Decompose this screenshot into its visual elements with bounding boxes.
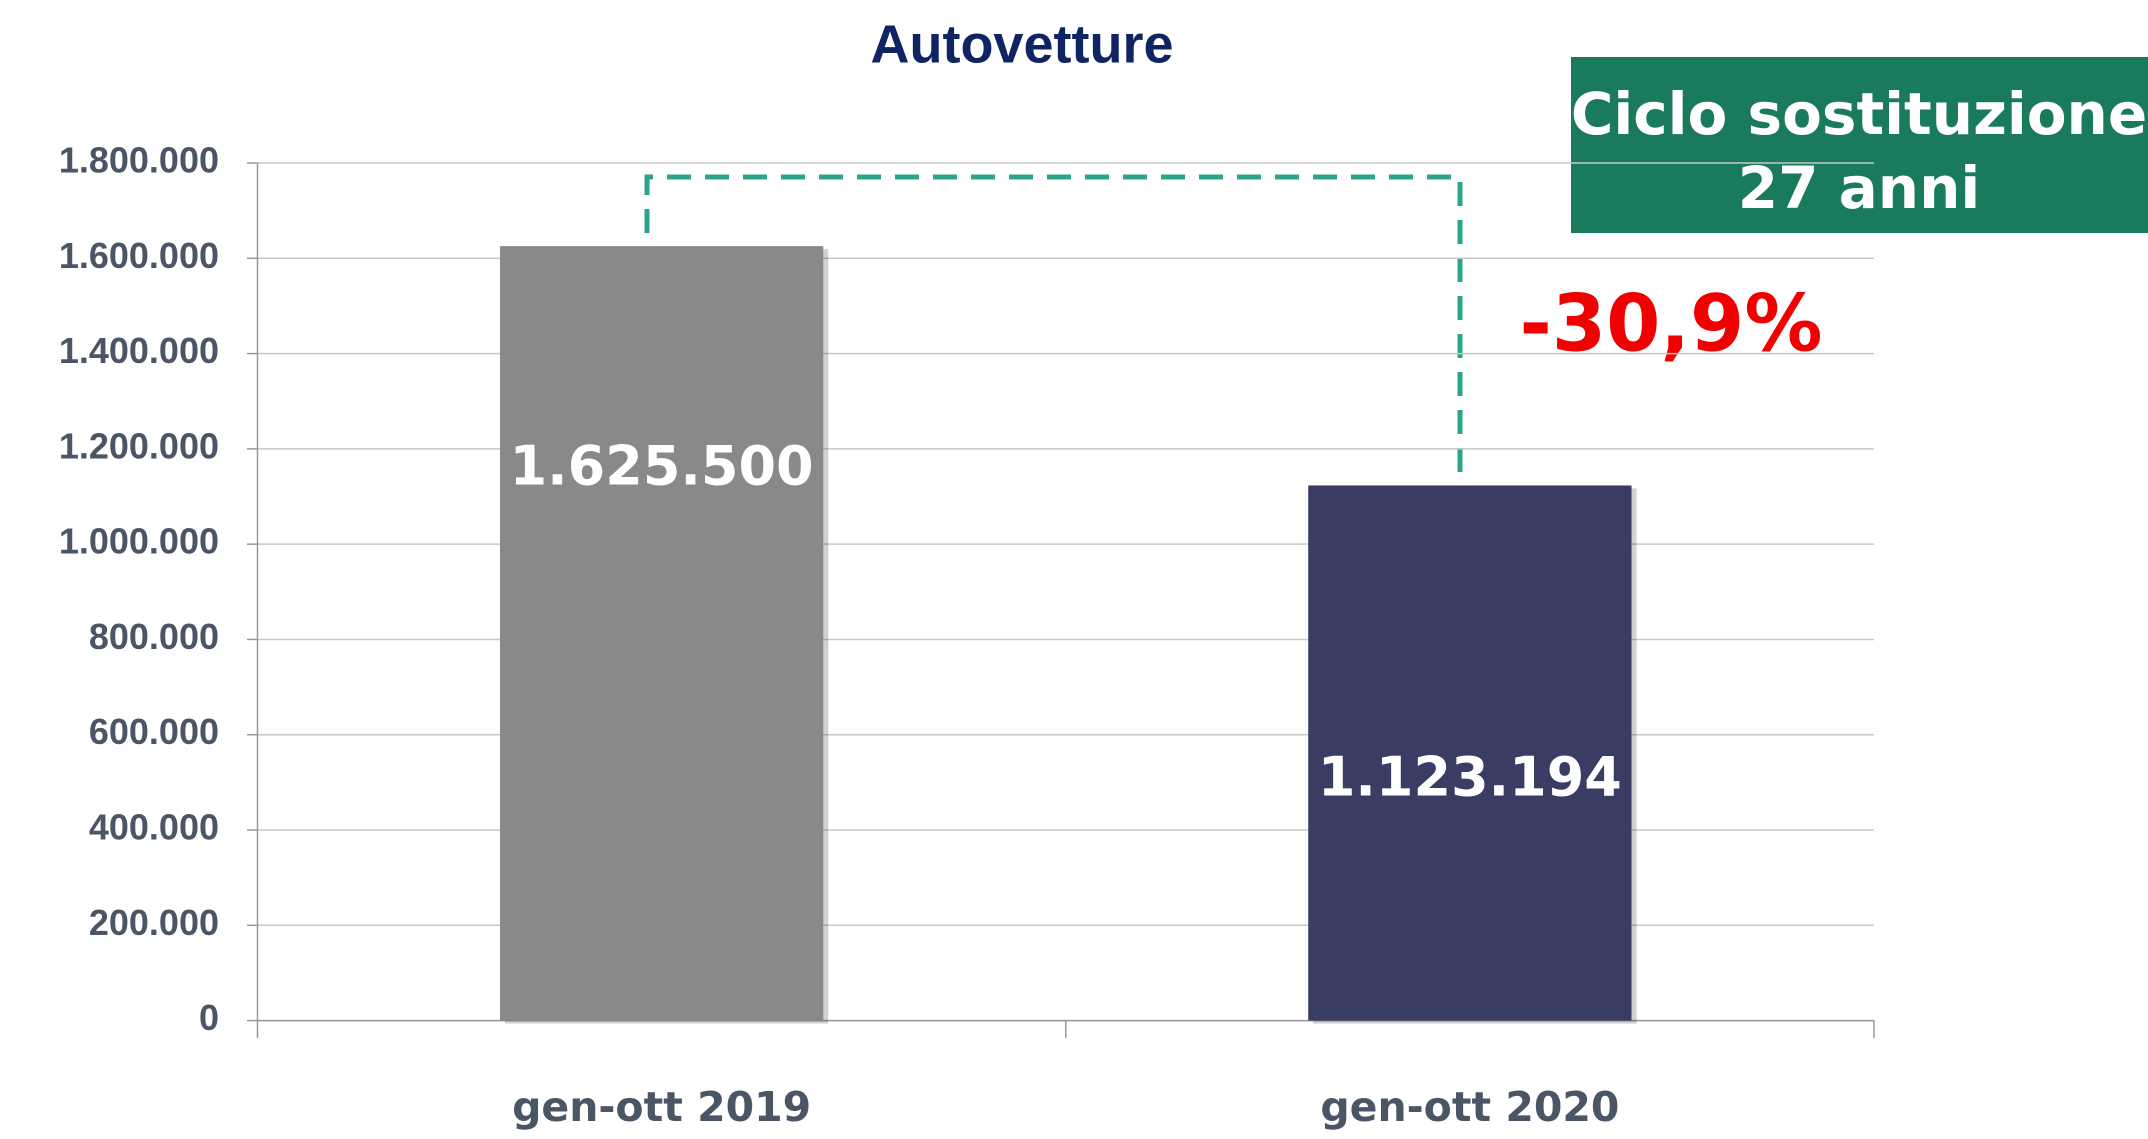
y-tick-label: 800.000 <box>89 616 219 657</box>
y-tick-label: 1.400.000 <box>59 330 219 371</box>
annotation-text: Ciclo sostituzione <box>1571 80 2147 148</box>
x-tick-label: gen-ott 2020 <box>1320 1083 1619 1131</box>
y-tick-label: 1.600.000 <box>59 235 219 276</box>
y-tick-label: 1.800.000 <box>59 140 219 181</box>
bar <box>1308 485 1632 1021</box>
comparison-line <box>644 174 1463 482</box>
bar <box>499 246 824 1021</box>
y-tick-label: 1.200.000 <box>59 425 219 466</box>
annotation-box <box>1571 57 2148 233</box>
y-tick-label: 0 <box>199 997 219 1038</box>
y-tick-label: 200.000 <box>89 902 219 943</box>
change-label: -30,9% <box>1520 279 1823 369</box>
x-tick-label: gen-ott 2019 <box>512 1083 811 1131</box>
y-tick-label: 400.000 <box>89 807 219 848</box>
value-label: 1.625.500 <box>510 435 814 498</box>
chart-title: Autovetture <box>870 14 1173 74</box>
value-label: 1.123.194 <box>1318 746 1622 809</box>
annotation-text: 27 anni <box>1738 154 1981 222</box>
y-tick-label: 600.000 <box>89 711 219 752</box>
y-tick-label: 1.000.000 <box>59 521 219 562</box>
